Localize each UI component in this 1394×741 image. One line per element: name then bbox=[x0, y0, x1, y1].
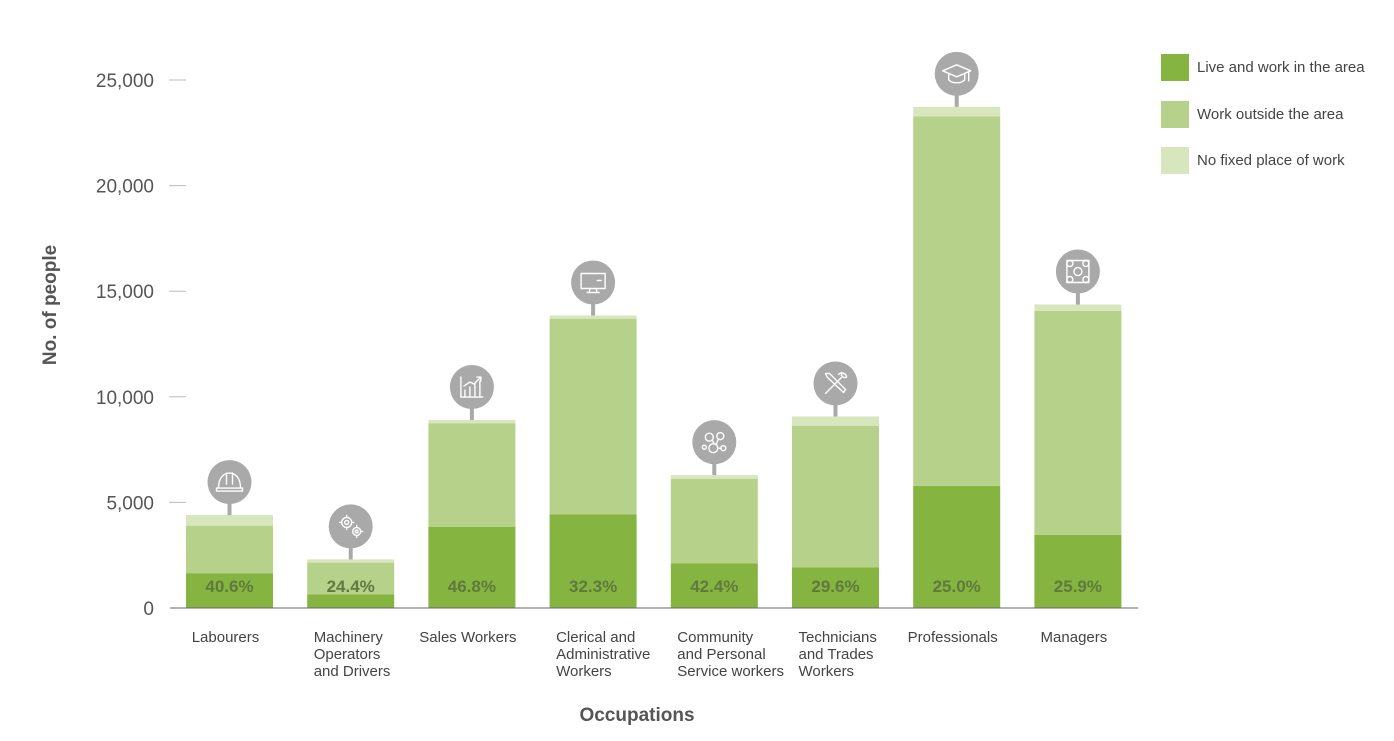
y-tick-label: 5,000 bbox=[106, 493, 154, 514]
bar-segment bbox=[1034, 534, 1122, 608]
x-tick-label: Managers bbox=[1041, 629, 1108, 646]
x-tick-label: Technicians and Trades Workers bbox=[799, 629, 877, 680]
graduation-cap-icon bbox=[934, 51, 979, 107]
x-tick-label: Labourers bbox=[192, 629, 260, 646]
percent-label: 29.6% bbox=[811, 577, 859, 596]
bar-segment bbox=[549, 315, 637, 319]
bar-segment bbox=[428, 526, 516, 608]
bar-segment bbox=[1034, 304, 1122, 311]
y-tick-label: 10,000 bbox=[96, 388, 154, 409]
bar-segment bbox=[1034, 310, 1122, 535]
percent-label: 32.3% bbox=[569, 577, 617, 596]
team-network-icon bbox=[1055, 249, 1100, 305]
bar-segment bbox=[186, 515, 273, 526]
percent-label: 25.0% bbox=[933, 577, 981, 596]
legend-label: No fixed place of work bbox=[1197, 152, 1345, 169]
bar-segment bbox=[670, 563, 758, 608]
y-tick-label: 15,000 bbox=[96, 282, 154, 303]
bar-segment bbox=[792, 567, 879, 608]
y-tick-label: 0 bbox=[143, 599, 154, 620]
legend-item: No fixed place of work bbox=[1161, 147, 1345, 174]
legend-item: Live and work in the area bbox=[1161, 54, 1365, 81]
computer-monitor-icon bbox=[571, 260, 616, 316]
bar-segment bbox=[307, 594, 395, 608]
y-tick-label: 20,000 bbox=[96, 177, 154, 198]
legend-swatch bbox=[1161, 147, 1189, 174]
bar-segment bbox=[549, 514, 637, 608]
bar-segment bbox=[428, 420, 516, 424]
x-axis-title: Occupations bbox=[579, 705, 694, 726]
bar-segment bbox=[913, 106, 1001, 117]
category-icons bbox=[207, 51, 1100, 560]
bar-segment bbox=[792, 416, 879, 426]
bar-segment bbox=[428, 423, 516, 527]
bar-segment bbox=[186, 573, 273, 608]
legend-swatch bbox=[1161, 54, 1189, 81]
bar-segment bbox=[307, 562, 395, 595]
hard-hat-icon bbox=[207, 460, 252, 516]
gears-icon bbox=[328, 504, 373, 560]
legend-label: Work outside the area bbox=[1197, 106, 1344, 123]
y-axis-title: No. of people bbox=[40, 245, 61, 365]
bar-segment bbox=[307, 559, 395, 563]
bars: 40.6% 24.4% 46.8% 32.3% 42.4% 29.6% 25.0% 25.9% bbox=[186, 106, 1122, 608]
legend-swatch bbox=[1161, 101, 1189, 128]
bar-segment bbox=[670, 475, 758, 479]
people-network-icon bbox=[692, 420, 737, 476]
growth-chart-icon bbox=[449, 365, 494, 421]
legend-item: Work outside the area bbox=[1161, 101, 1344, 128]
x-tick-label: Professionals bbox=[908, 629, 998, 646]
percent-label: 24.4% bbox=[327, 577, 375, 596]
x-tick-label: Community and Personal Service workers bbox=[677, 629, 784, 680]
bar-segment bbox=[549, 318, 637, 515]
y-tick-label: 25,000 bbox=[96, 71, 154, 92]
bar-segment bbox=[792, 425, 879, 568]
legend: Live and work in the area Work outside th… bbox=[1161, 54, 1365, 174]
bar-segment bbox=[913, 116, 1001, 486]
percent-label: 46.8% bbox=[448, 577, 496, 596]
legend-label: Live and work in the area bbox=[1197, 59, 1365, 76]
bar-segment bbox=[670, 478, 758, 564]
x-tick-label: Sales Workers bbox=[419, 629, 516, 646]
percent-label: 42.4% bbox=[690, 577, 738, 596]
tools-icon bbox=[813, 361, 858, 417]
percent-label: 25.9% bbox=[1054, 577, 1102, 596]
y-axis: 0 5,000 10,000 15,000 20,000 25,000 bbox=[96, 71, 186, 620]
x-tick-label: Clerical and Administrative Workers bbox=[556, 629, 650, 680]
bar-segment bbox=[913, 485, 1001, 608]
category-labels: Labourers Machinery Operators and Drivers Sa… bbox=[192, 629, 1108, 680]
x-tick-label: Machinery Operators and Drivers bbox=[314, 629, 391, 680]
percent-label: 40.6% bbox=[205, 577, 253, 596]
bar-segment bbox=[186, 525, 273, 574]
